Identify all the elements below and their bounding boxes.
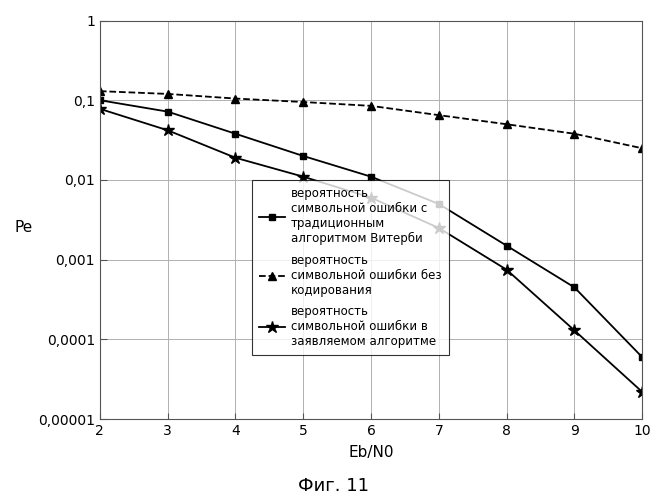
- вероятность
символьной ошибки без
кодирования: [367, 103, 375, 109]
- вероятность
символьной ошибки в
заявляемом алгоритме: [435, 225, 443, 231]
- вероятность
символьной ошибки в
заявляемом алгоритме: [503, 266, 511, 272]
- вероятность
символьной ошибки с
традиционным
алгоритмом Витерби: [299, 153, 307, 159]
- вероятность
символьной ошибки без
кодирования: [96, 88, 104, 94]
- вероятность
символьной ошибки с
традиционным
алгоритмом Витерби: [503, 242, 511, 248]
- Text: Фиг. 11: Фиг. 11: [298, 477, 368, 495]
- вероятность
символьной ошибки с
традиционным
алгоритмом Витерби: [164, 108, 172, 114]
- Line: вероятность
символьной ошибки без
кодирования: вероятность символьной ошибки без кодиро…: [96, 87, 647, 152]
- Line: вероятность
символьной ошибки в
заявляемом алгоритме: вероятность символьной ошибки в заявляем…: [94, 102, 649, 398]
- вероятность
символьной ошибки в
заявляемом алгоритме: [570, 328, 578, 334]
- вероятность
символьной ошибки в
заявляемом алгоритме: [96, 106, 104, 112]
- Legend: вероятность
символьной ошибки с
традиционным
алгоритмом Витерби, вероятность
сим: вероятность символьной ошибки с традицио…: [252, 180, 449, 355]
- вероятность
символьной ошибки с
традиционным
алгоритмом Витерби: [367, 174, 375, 180]
- вероятность
символьной ошибки без
кодирования: [435, 112, 443, 118]
- вероятность
символьной ошибки с
традиционным
алгоритмом Витерби: [232, 130, 240, 136]
- вероятность
символьной ошибки с
традиционным
алгоритмом Витерби: [435, 201, 443, 207]
- вероятность
символьной ошибки без
кодирования: [299, 99, 307, 105]
- вероятность
символьной ошибки с
традиционным
алгоритмом Витерби: [570, 284, 578, 290]
- вероятность
символьной ошибки в
заявляемом алгоритме: [232, 155, 240, 161]
- вероятность
символьной ошибки с
традиционным
алгоритмом Витерби: [638, 354, 646, 360]
- Y-axis label: Pe: Pe: [15, 220, 33, 235]
- вероятность
символьной ошибки без
кодирования: [638, 145, 646, 151]
- вероятность
символьной ошибки без
кодирования: [503, 121, 511, 127]
- вероятность
символьной ошибки без
кодирования: [570, 130, 578, 136]
- вероятность
символьной ошибки в
заявляемом алгоритме: [164, 128, 172, 134]
- вероятность
символьной ошибки без
кодирования: [232, 96, 240, 102]
- вероятность
символьной ошибки в
заявляемом алгоритме: [367, 194, 375, 200]
- вероятность
символьной ошибки без
кодирования: [164, 91, 172, 97]
- вероятность
символьной ошибки с
традиционным
алгоритмом Витерби: [96, 97, 104, 103]
- X-axis label: Eb/N0: Eb/N0: [348, 445, 394, 460]
- вероятность
символьной ошибки в
заявляемом алгоритме: [638, 389, 646, 395]
- вероятность
символьной ошибки в
заявляемом алгоритме: [299, 174, 307, 180]
- Line: вероятность
символьной ошибки с
традиционным
алгоритмом Витерби: вероятность символьной ошибки с традицио…: [97, 97, 645, 360]
